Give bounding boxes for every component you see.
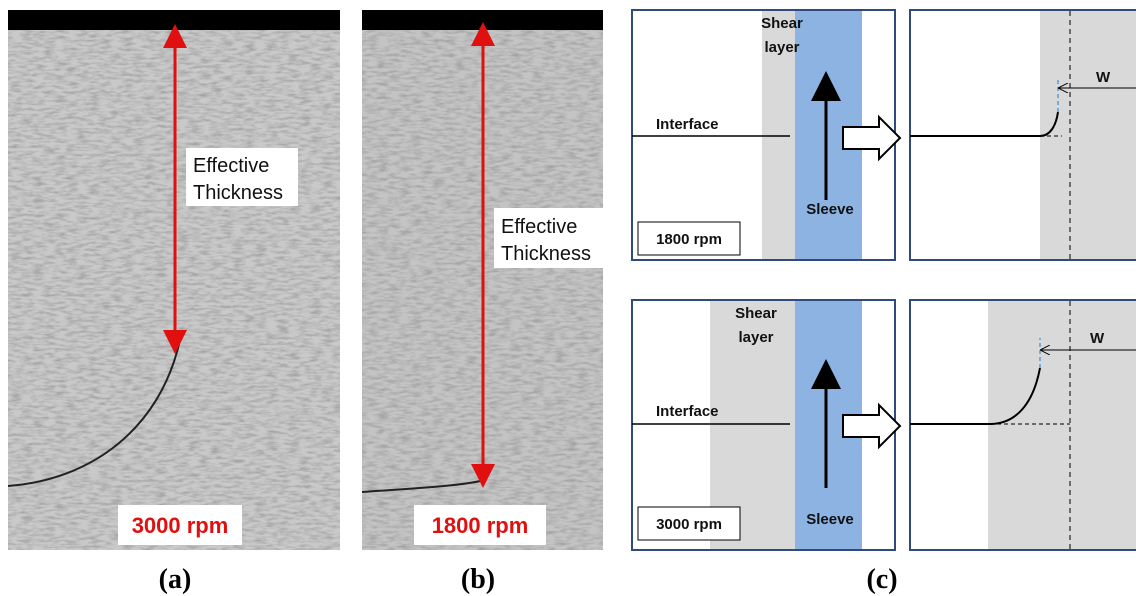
- annotation: Effective: [193, 155, 269, 177]
- speed: 1800 rpm: [656, 231, 722, 248]
- figure: Effective Thickness 3000 rpm (a) Effecti…: [0, 0, 1136, 596]
- width-label: W: [1096, 69, 1111, 86]
- schematic-bottom: Interface Shear layer Sleeve 3000 rpm W: [632, 300, 1136, 550]
- surface: [362, 10, 603, 30]
- interface-label: Interface: [656, 116, 719, 133]
- shear-label: layer: [764, 39, 799, 56]
- width-label: W: [1090, 330, 1105, 347]
- schematic-top: Interface Shear layer Sleeve 1800 rpm W: [632, 10, 1136, 260]
- sleeve-label: Sleeve: [806, 511, 854, 528]
- shear-layer: [1040, 11, 1136, 259]
- panel-label: (a): [159, 564, 192, 595]
- shear-label: Shear: [761, 15, 803, 32]
- speed: 1800 rpm: [432, 513, 529, 538]
- panel-label: (b): [461, 564, 495, 595]
- sleeve-label: Sleeve: [806, 201, 854, 218]
- shear-label: Shear: [735, 305, 777, 322]
- shear-layer: [988, 301, 1136, 549]
- interface-label: Interface: [656, 403, 719, 420]
- panel-a: Effective Thickness 3000 rpm (a): [8, 10, 340, 595]
- shear-label: layer: [738, 329, 773, 346]
- surface: [8, 10, 340, 30]
- speed: 3000 rpm: [132, 513, 229, 538]
- panel-label: (c): [866, 564, 897, 595]
- speed: 3000 rpm: [656, 516, 722, 533]
- panel-b: Effective Thickness 1800 rpm (b): [362, 10, 603, 595]
- annotation: Thickness: [501, 243, 591, 265]
- annotation: Thickness: [193, 182, 283, 204]
- annotation: Effective: [501, 216, 577, 238]
